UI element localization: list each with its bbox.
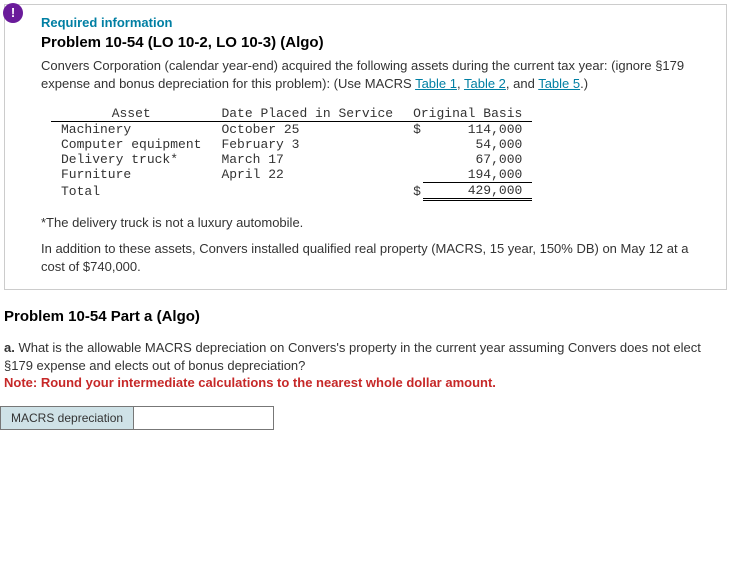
problem-intro: Convers Corporation (calendar year-end) …: [41, 57, 708, 92]
cell-total-basis: 429,000: [423, 183, 532, 200]
cell-date: February 3: [211, 137, 403, 152]
intro-text-mid1: ,: [457, 76, 464, 91]
asset-table: Asset Date Placed in Service Original Ba…: [51, 106, 532, 201]
answer-label: MACRS depreciation: [0, 406, 134, 430]
cell-asset: Computer equipment: [51, 137, 211, 152]
question-lead: a.: [4, 340, 15, 355]
question-a: a. What is the allowable MACRS depreciat…: [4, 339, 727, 392]
footnote: *The delivery truck is not a luxury auto…: [41, 215, 708, 230]
cell-basis: 54,000: [423, 137, 532, 152]
problem-title: Problem 10-54 (LO 10-2, LO 10-3) (Algo): [41, 34, 708, 51]
cell-dollar: [403, 137, 423, 152]
cell-dollar: $: [403, 122, 423, 138]
table-row: Delivery truck* March 17 67,000: [51, 152, 532, 167]
table-row: Computer equipment February 3 54,000: [51, 137, 532, 152]
table2-link[interactable]: Table 2: [464, 76, 506, 91]
intro-text-post: .): [580, 76, 588, 91]
cell-date: April 22: [211, 167, 403, 183]
cell-asset: Machinery: [51, 122, 211, 138]
cell-asset: Furniture: [51, 167, 211, 183]
col-date: Date Placed in Service: [211, 106, 403, 122]
question-text: What is the allowable MACRS depreciation…: [4, 340, 701, 373]
col-basis: Original Basis: [403, 106, 532, 122]
col-asset: Asset: [51, 106, 211, 122]
table5-link[interactable]: Table 5: [538, 76, 580, 91]
table1-link[interactable]: Table 1: [415, 76, 457, 91]
cell-basis: 114,000: [423, 122, 532, 138]
part-title: Problem 10-54 Part a (Algo): [4, 308, 727, 325]
cell-dollar: [403, 167, 423, 183]
cell-asset: Delivery truck*: [51, 152, 211, 167]
additional-info: In addition to these assets, Convers ins…: [41, 240, 708, 275]
required-badge: !: [3, 3, 23, 23]
cell-basis: 67,000: [423, 152, 532, 167]
table-row: Machinery October 25 $ 114,000: [51, 122, 532, 138]
required-information-heading: Required information: [41, 15, 708, 30]
answer-row: MACRS depreciation: [0, 406, 731, 430]
cell-date: March 17: [211, 152, 403, 167]
intro-text-mid2: , and: [506, 76, 538, 91]
cell-total-dollar: $: [403, 183, 423, 200]
cell-total-label: Total: [51, 183, 211, 200]
cell-basis: 194,000: [423, 167, 532, 183]
cell-date: October 25: [211, 122, 403, 138]
cell-dollar: [403, 152, 423, 167]
table-total-row: Total $ 429,000: [51, 183, 532, 200]
macrs-depreciation-input[interactable]: [134, 406, 274, 430]
question-note: Note: Round your intermediate calculatio…: [4, 375, 496, 390]
table-row: Furniture April 22 194,000: [51, 167, 532, 183]
